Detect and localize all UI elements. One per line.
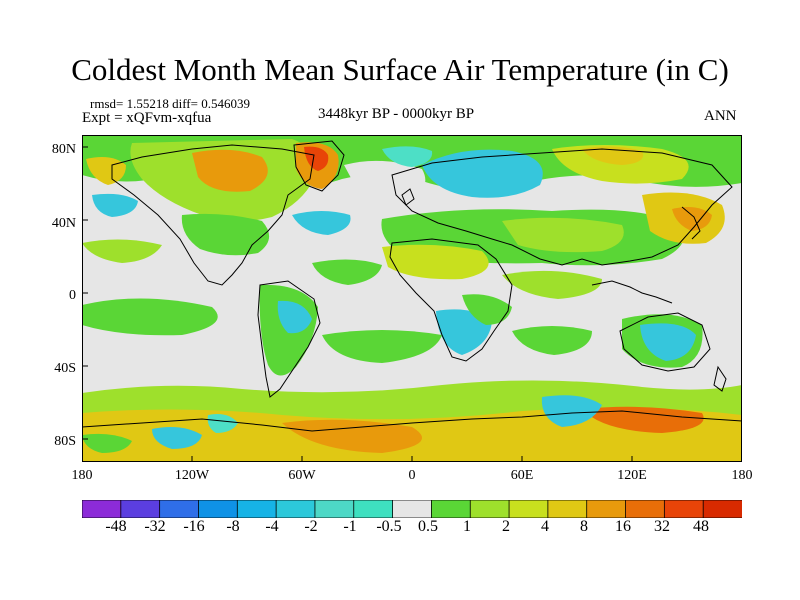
eurasia-coast [391,148,733,266]
colorbar-swatch [120,500,161,518]
map-title: Coldest Month Mean Surface Air Temperatu… [71,52,729,87]
antarctic-cyan-3 [207,414,238,433]
antarctica-coast [82,410,742,432]
atlantic-green-band [312,259,382,285]
colorbar-label: -32 [144,518,166,535]
x-tick-label: 60W [288,468,316,483]
x-tick-label: 120W [174,468,210,483]
colorbar-swatch [508,500,549,518]
colorbar-label: -4 [265,518,279,535]
colorbar-label: -2 [304,518,318,535]
colorbar-swatch [353,500,394,518]
colorbar-swatch [392,500,433,518]
colorbar-label: 32 [654,518,670,535]
stats-line: rmsd= 1.55218 diff= 0.546039 [90,96,250,111]
colorbar-label: 4 [541,518,549,535]
australia-cyan [640,323,696,361]
y-tick-label: 40N [51,216,76,231]
colorbar-swatch [275,500,316,518]
pacific-cyan-patch [92,193,138,217]
indonesia-coast [591,280,673,304]
japan-orange-patch [672,207,712,231]
colorbar-swatch [469,500,510,518]
new-zealand-coast [713,365,727,392]
colorbar-swatch [586,500,627,518]
colorbar-swatch [625,500,666,518]
us-green-region [181,213,270,256]
colorbar-label: 2 [502,518,510,535]
axis-ticks [82,146,633,462]
y-tick-label: 80N [51,142,76,157]
colorbar-label: -48 [105,518,127,535]
antarctic-orange-zone [282,419,422,453]
africa-green-region [462,294,512,325]
north-africa-green [382,244,489,280]
antarctic-cyan-1 [152,427,202,449]
y-tick-label: 0 [69,288,76,303]
colorbar-swatch [314,500,355,518]
central-asia-lime [502,217,624,253]
south-america-cyan [277,300,312,334]
mid-pacific-lime-band [82,239,162,263]
north-america-coast [111,144,315,286]
colorbar-swatch [236,500,278,518]
africa-cyan-region [436,309,492,355]
y-tick-label: 80S [54,434,76,449]
season-label: ANN [704,108,737,124]
siberia-light-cyan [382,146,433,167]
colorbar-label: -0.5 [376,518,402,535]
indian-ocean-patch [502,270,602,299]
australia-coast [619,312,711,372]
colorbar-label: -16 [183,518,205,535]
colorbar-swatch [198,500,239,518]
x-tick-label: 180 [71,468,93,483]
south-america-coast [257,280,321,398]
siberia-cyan-region [422,149,543,198]
japan-coast [681,206,701,240]
temperature-anomaly-map [82,135,742,462]
x-tick-label: 60E [510,468,534,483]
experiment-line: Expt = xQFvm-xqfua [82,110,212,126]
coastline-layer [82,140,742,432]
colorbar-label: 1 [463,518,471,535]
x-tick-label: 180 [731,468,753,483]
colorbar [82,500,742,518]
uk-coast [401,188,415,206]
antarctic-red-zone [582,406,704,433]
colorbar-label: 0.5 [418,518,438,535]
africa-coast [389,238,513,362]
x-tick-label: 0 [408,468,416,483]
greenland-red-patch [304,146,329,171]
antarctic-green-1 [82,433,132,453]
atlantic-cyan-patch [292,211,351,235]
south-atlantic-green [322,330,442,363]
period-line: 3448kyr BP - 0000kyr BP [318,106,475,122]
colorbar-label: 8 [580,518,588,535]
colorbar-swatch [663,500,705,518]
antarctic-cyan-2 [541,395,602,427]
pacific-green-tropics [82,298,218,336]
colorbar-swatch [82,500,122,518]
colorbar-swatch [159,500,200,518]
colorbar-swatch [547,500,588,518]
colorbar-swatch [702,500,742,518]
colorbar-swatches [82,500,742,518]
map-fill-layer [82,135,742,462]
colorbar-label: -8 [226,518,240,535]
colorbar-label: 16 [615,518,631,535]
indian-ocean-green [512,326,592,355]
colorbar-swatch [431,500,472,518]
north-atlantic-neutral [344,160,426,199]
colorbar-label: -1 [343,518,357,535]
greenland-coast [293,140,345,192]
x-tick-label: 120E [617,468,647,483]
canada-warm-patch [192,149,268,192]
y-tick-label: 40S [54,361,76,376]
colorbar-label: 48 [693,518,709,535]
